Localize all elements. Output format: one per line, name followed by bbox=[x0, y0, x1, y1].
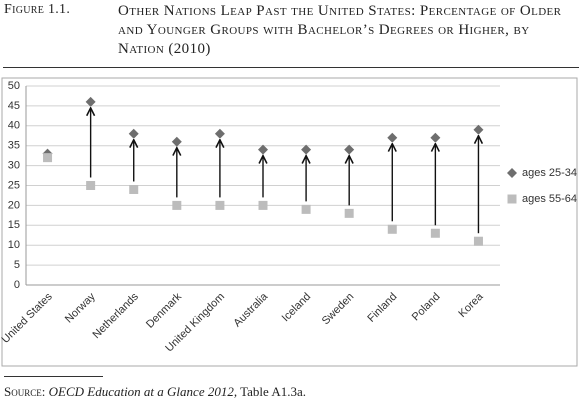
square-point bbox=[172, 200, 182, 210]
legend-label: ages 25-34 bbox=[522, 167, 577, 179]
source-title: OECD Education at a Glance 2012, bbox=[48, 384, 238, 399]
square-point bbox=[215, 200, 225, 210]
legend-label: ages 55-64 bbox=[522, 193, 577, 205]
x-tick-label: United States bbox=[0, 290, 55, 346]
y-tick-label: 50 bbox=[8, 80, 20, 92]
y-tick-label: 25 bbox=[8, 179, 20, 191]
chart-frame bbox=[1, 77, 578, 367]
y-tick-label: 10 bbox=[8, 239, 20, 251]
y-tick-label: 20 bbox=[8, 199, 20, 211]
y-tick-label: 45 bbox=[8, 100, 20, 112]
diamond-point bbox=[344, 144, 355, 155]
x-tick-label: Denmark bbox=[144, 290, 184, 330]
x-tick-label: Australia bbox=[231, 290, 270, 329]
x-tick-label: Iceland bbox=[280, 291, 314, 325]
square-point bbox=[129, 184, 139, 194]
square-point bbox=[301, 204, 311, 214]
x-tick-label: Norway bbox=[63, 290, 98, 325]
figure-label: Figure 1.1. bbox=[4, 2, 71, 17]
diamond-point bbox=[301, 144, 312, 155]
y-tick-label: 5 bbox=[14, 259, 20, 271]
x-tick-label: Sweden bbox=[320, 291, 357, 328]
legend-swatch bbox=[507, 168, 517, 178]
y-tick-label: 15 bbox=[8, 219, 20, 231]
x-tick-label: Poland bbox=[410, 291, 443, 324]
square-point bbox=[473, 236, 483, 246]
rule bbox=[3, 67, 579, 68]
y-tick-label: 0 bbox=[14, 279, 20, 291]
diamond-point bbox=[171, 136, 182, 147]
source: Source: OECD Education at a Glance 2012,… bbox=[4, 384, 306, 400]
square-point bbox=[86, 181, 96, 190]
source-rest: Table A1.3a. bbox=[240, 384, 306, 399]
diamond-point bbox=[258, 144, 268, 155]
source-label: Source: bbox=[4, 384, 46, 399]
square-point bbox=[258, 200, 268, 210]
diamond-point bbox=[387, 132, 398, 143]
square-point bbox=[387, 224, 397, 234]
diamond-point bbox=[85, 96, 96, 107]
diamond-point bbox=[473, 124, 484, 135]
diamond-point bbox=[128, 128, 139, 139]
square-point bbox=[43, 153, 53, 163]
square-point bbox=[344, 208, 354, 218]
legend-swatch bbox=[507, 194, 517, 204]
x-tick-label: Korea bbox=[456, 290, 486, 320]
rule bbox=[4, 376, 103, 377]
chart-title: Other Nations Leap Past the United State… bbox=[118, 3, 562, 57]
diamond-point bbox=[214, 128, 225, 139]
square-point bbox=[430, 228, 440, 238]
y-tick-label: 35 bbox=[8, 140, 20, 152]
diamond-point bbox=[430, 132, 441, 143]
x-tick-label: Netherlands bbox=[90, 290, 141, 341]
x-tick-label: Finland bbox=[365, 291, 399, 325]
y-tick-label: 30 bbox=[8, 160, 20, 172]
y-tick-label: 40 bbox=[8, 120, 20, 132]
